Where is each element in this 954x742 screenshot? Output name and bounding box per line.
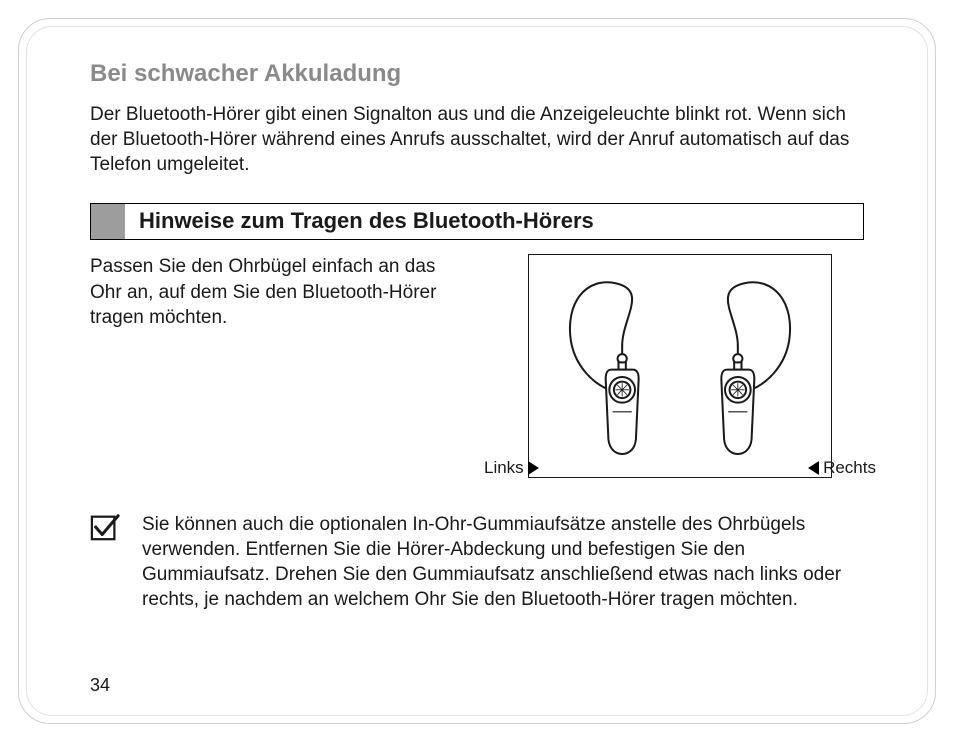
note-icon-wrapper	[90, 512, 124, 612]
figure-labels: Links Rechts	[484, 458, 876, 478]
section-header: Hinweise zum Tragen des Bluetooth-Hörers	[90, 203, 864, 240]
checkmark-box-icon	[90, 512, 120, 542]
wear-row: Passen Sie den Ohrbügel einfach an das O…	[90, 254, 864, 478]
figure-column: Links Rechts	[484, 254, 876, 478]
heading-low-battery: Bei schwacher Akkuladung	[90, 60, 864, 88]
triangle-left-icon	[808, 461, 819, 475]
label-right-group: Rechts	[808, 458, 876, 478]
figure-box	[528, 254, 832, 478]
label-left-group: Links	[484, 458, 539, 478]
label-right-text: Rechts	[823, 458, 876, 478]
headset-left-illustration	[558, 266, 668, 466]
paragraph-intro: Der Bluetooth-Hörer gibt einen Signalton…	[90, 102, 864, 177]
note-row: Sie können auch die optionalen In-Ohr-Gu…	[90, 512, 864, 612]
note-text: Sie können auch die optionalen In-Ohr-Gu…	[142, 512, 864, 612]
triangle-right-icon	[528, 461, 539, 475]
section-title: Hinweise zum Tragen des Bluetooth-Hörers	[125, 204, 863, 239]
page-content: Bei schwacher Akkuladung Der Bluetooth-H…	[0, 0, 954, 742]
label-left-text: Links	[484, 458, 524, 478]
section-header-bar	[91, 204, 125, 239]
page-number: 34	[90, 675, 110, 696]
wear-paragraph: Passen Sie den Ohrbügel einfach an das O…	[90, 254, 460, 478]
headset-right-illustration	[692, 266, 802, 466]
